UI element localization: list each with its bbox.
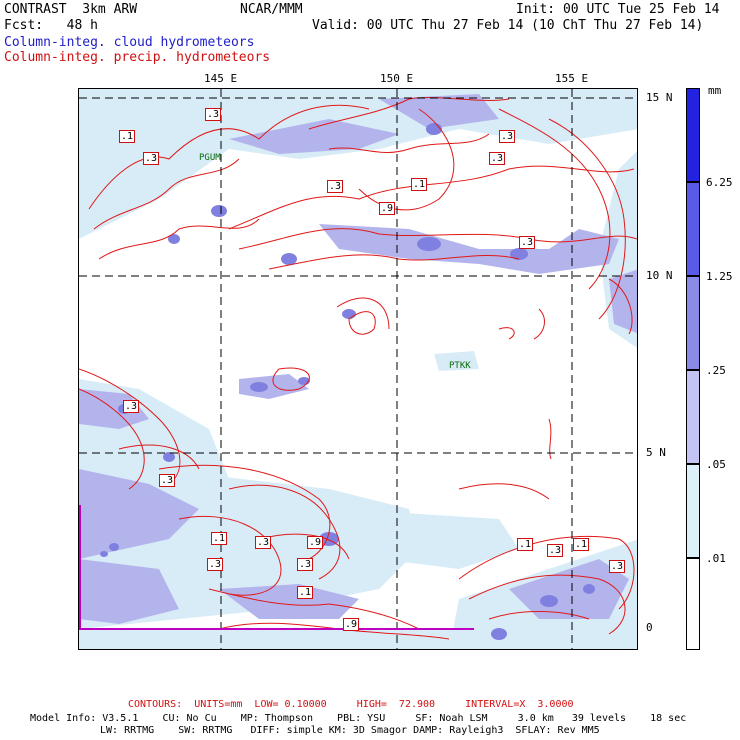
colorbar-label-0-01: .01: [706, 552, 726, 565]
colorbar-segment-2: [686, 182, 700, 276]
lon-label-145: 145 E: [204, 72, 238, 85]
lat-label-10n: 10 N: [646, 269, 673, 282]
contour-label: .3: [205, 108, 222, 121]
map-panel: .1 .3 .3 .3 .1 .9 .3 .3 .3 .3 .3 .1 .3 .…: [78, 88, 638, 650]
model-info-line1: Model Info: V3.5.1 CU: No Cu MP: Thompso…: [30, 713, 687, 724]
station-ptkk: PTKK: [449, 361, 471, 371]
contour-label: .1: [297, 586, 314, 599]
precip-contours: [79, 97, 637, 640]
colorbar-label-0-05: .05: [706, 458, 726, 471]
contour-label: .3: [547, 544, 564, 557]
contour-label: .1: [211, 532, 228, 545]
lat-lon-grid: [79, 89, 637, 649]
contour-label: .9: [379, 202, 396, 215]
contour-label: .9: [343, 618, 360, 631]
contour-label: .3: [499, 130, 516, 143]
field-precip-label: Column-integ. precip. hydrometeors: [4, 50, 271, 65]
colorbar-segment-5: [686, 464, 700, 558]
lat-label-0: 0: [646, 621, 653, 634]
map-canvas: [79, 89, 637, 649]
domain-border: [79, 505, 474, 630]
colorbar-unit: mm: [708, 84, 722, 97]
contour-label: .3: [327, 180, 344, 193]
contour-label: .1: [517, 538, 534, 551]
colorbar-label-6-25: 6.25: [706, 176, 733, 189]
contour-label: .1: [411, 178, 428, 191]
contour-label: .3: [255, 536, 272, 549]
lat-label-15n: 15 N: [646, 91, 673, 104]
valid-time: Valid: 00 UTC Thu 27 Feb 14 (10 ChT Thu …: [312, 18, 704, 33]
forecast-hour: Fcst: 48 h: [4, 18, 98, 33]
station-pgum: PGUM: [199, 153, 221, 163]
model-title: CONTRAST 3km ARW: [4, 2, 138, 17]
lon-label-155: 155 E: [555, 72, 589, 85]
cloud-shading-light: [79, 89, 637, 649]
init-time: Init: 00 UTC Tue 25 Feb 14: [516, 2, 720, 17]
contour-label: .3: [207, 558, 224, 571]
cloud-shading-medium: [79, 94, 637, 624]
contour-label: .3: [609, 560, 626, 573]
colorbar-label-0-25: .25: [706, 364, 726, 377]
colorbar-segment-4: [686, 370, 700, 464]
lat-label-5n: 5 N: [646, 446, 666, 459]
contour-label: .3: [489, 152, 506, 165]
colorbar-segment-3: [686, 276, 700, 370]
contour-label: .3: [297, 558, 314, 571]
colorbar-label-1-25: 1.25: [706, 270, 733, 283]
contour-label: .1: [119, 130, 136, 143]
contour-label: .3: [123, 400, 140, 413]
contour-label: .1: [573, 538, 590, 551]
contour-label: .9: [307, 536, 324, 549]
colorbar-segment-bottom: [686, 558, 700, 650]
colorbar-segment-top: [686, 88, 700, 182]
model-info-line2: LW: RRTMG SW: RRTMG DIFF: simple KM: 3D …: [100, 725, 600, 736]
field-cloud-label: Column-integ. cloud hydrometeors: [4, 35, 255, 50]
lon-label-150: 150 E: [380, 72, 414, 85]
contour-label: .3: [159, 474, 176, 487]
contour-info: CONTOURS: UNITS=mm LOW= 0.10000 HIGH= 72…: [128, 699, 574, 710]
institution: NCAR/MMM: [240, 2, 303, 17]
contour-label: .3: [143, 152, 160, 165]
contour-label: .3: [519, 236, 536, 249]
